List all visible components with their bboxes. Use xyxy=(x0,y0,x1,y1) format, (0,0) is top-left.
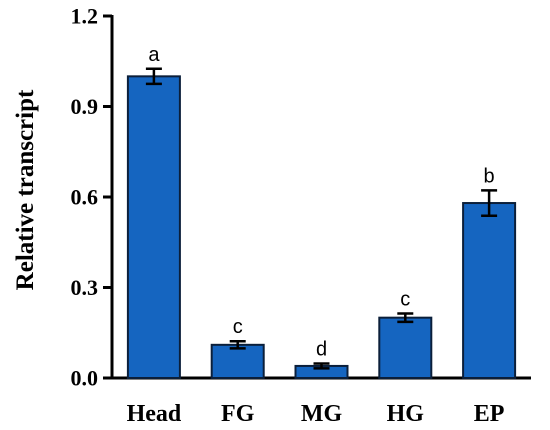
y-tick-label: 0.6 xyxy=(71,185,99,210)
x-tick-label: Head xyxy=(127,401,182,427)
x-tick-label: HG xyxy=(387,401,425,427)
x-tick-label: FG xyxy=(221,401,255,427)
significance-label: d xyxy=(316,339,327,361)
y-tick-label: 0.3 xyxy=(71,275,99,300)
significance-label: a xyxy=(148,44,160,66)
bars: a c d c b xyxy=(126,44,517,380)
x-tick-label: MG xyxy=(301,401,343,427)
y-axis-title-group: Relative transcript xyxy=(12,89,39,290)
x-tick-labels: Head FG MG HG EP xyxy=(127,401,505,427)
significance-label: b xyxy=(484,165,495,187)
bar xyxy=(378,316,433,379)
x-tick-label: EP xyxy=(474,401,505,427)
y-axis-title: Relative transcript xyxy=(12,89,39,290)
significance-label: c xyxy=(233,316,243,338)
y-tick-label: 1.2 xyxy=(71,4,99,29)
bar xyxy=(126,75,181,379)
bar xyxy=(462,202,517,379)
y-tick-label: 0.0 xyxy=(71,366,99,391)
significance-label: c xyxy=(400,288,410,310)
y-tick-label: 0.9 xyxy=(71,94,99,119)
bar xyxy=(210,343,265,380)
